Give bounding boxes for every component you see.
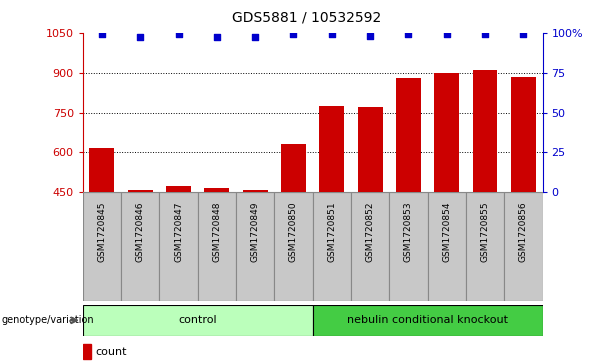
Bar — [166, 186, 191, 192]
Bar — [83, 192, 121, 301]
Text: GSM1720853: GSM1720853 — [404, 201, 413, 262]
Bar — [128, 190, 153, 192]
Point — [289, 31, 299, 37]
Bar — [357, 107, 383, 192]
Text: nebulin conditional knockout: nebulin conditional knockout — [347, 315, 508, 325]
Bar — [243, 190, 268, 192]
Bar — [319, 106, 345, 192]
Text: control: control — [178, 315, 217, 325]
Bar — [473, 70, 498, 192]
Text: GSM1720856: GSM1720856 — [519, 201, 528, 262]
Point — [519, 31, 528, 37]
Text: GSM1720846: GSM1720846 — [135, 201, 145, 262]
Text: GDS5881 / 10532592: GDS5881 / 10532592 — [232, 11, 381, 25]
Point — [327, 31, 337, 37]
Point — [442, 31, 452, 37]
Bar — [83, 305, 313, 336]
Text: GSM1720848: GSM1720848 — [212, 201, 221, 262]
Text: count: count — [96, 347, 127, 356]
Point — [212, 34, 222, 40]
Bar — [159, 192, 197, 301]
Text: GSM1720847: GSM1720847 — [174, 201, 183, 262]
Bar — [466, 192, 504, 301]
Bar — [236, 192, 275, 301]
Bar — [275, 192, 313, 301]
Point — [365, 33, 375, 39]
Bar — [434, 73, 459, 192]
Bar — [511, 77, 536, 192]
Bar — [428, 192, 466, 301]
Text: GSM1720845: GSM1720845 — [97, 201, 107, 262]
Bar — [313, 192, 351, 301]
Bar — [313, 305, 543, 336]
Bar — [121, 192, 159, 301]
Point — [173, 31, 183, 37]
Text: GSM1720855: GSM1720855 — [481, 201, 490, 262]
Text: GSM1720849: GSM1720849 — [251, 201, 260, 262]
Bar — [396, 78, 421, 192]
Text: genotype/variation: genotype/variation — [2, 315, 94, 325]
Bar — [351, 192, 389, 301]
Bar — [389, 192, 428, 301]
Text: GSM1720850: GSM1720850 — [289, 201, 298, 262]
Point — [97, 31, 107, 37]
Bar — [281, 144, 306, 192]
Bar — [504, 192, 543, 301]
Text: GSM1720851: GSM1720851 — [327, 201, 337, 262]
Bar — [197, 192, 236, 301]
Text: GSM1720852: GSM1720852 — [365, 201, 375, 262]
Point — [480, 31, 490, 37]
Bar — [83, 344, 91, 359]
Point — [250, 34, 260, 40]
Text: GSM1720854: GSM1720854 — [442, 201, 451, 262]
Point — [135, 34, 145, 40]
Bar — [89, 148, 115, 192]
Bar — [204, 188, 229, 192]
Point — [403, 31, 413, 37]
